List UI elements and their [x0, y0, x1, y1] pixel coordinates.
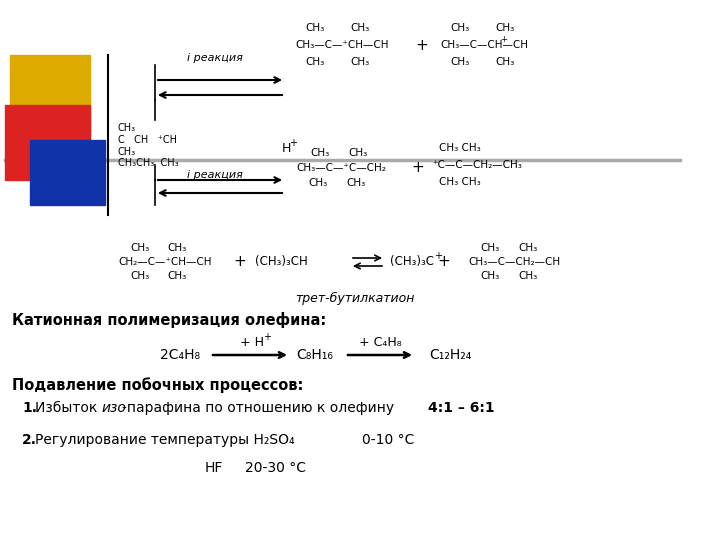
Text: CH₃—C—⁺C—CH₂: CH₃—C—⁺C—CH₂ [296, 163, 386, 173]
Text: (CH₃)₃C: (CH₃)₃C [390, 255, 434, 268]
Text: CH₃: CH₃ [451, 23, 469, 33]
Text: 1.: 1. [22, 401, 37, 415]
Text: +: + [415, 37, 428, 52]
Text: i реакция: i реакция [187, 53, 243, 63]
Text: + C₄H₈: + C₄H₈ [359, 335, 401, 348]
Text: CH₃—C—⁺CH—CH: CH₃—C—⁺CH—CH [295, 40, 389, 50]
Text: HF: HF [205, 461, 223, 475]
Text: CH₃ CH₃: CH₃ CH₃ [439, 143, 481, 153]
Text: Катионная полимеризация олефина:: Катионная полимеризация олефина: [12, 312, 326, 328]
Text: CH₃: CH₃ [310, 148, 330, 158]
Text: CH₃: CH₃ [351, 57, 369, 67]
Text: -парафина по отношению к олефину: -парафина по отношению к олефину [122, 401, 394, 415]
Text: i реакция: i реакция [187, 170, 243, 180]
Text: CH₃: CH₃ [167, 271, 186, 281]
Text: 2C₄H₈: 2C₄H₈ [160, 348, 200, 362]
Bar [5, 105, 90, 180]
Bar [10, 55, 90, 135]
Text: 2.: 2. [22, 433, 37, 447]
Text: CH₃: CH₃ [167, 243, 186, 253]
Text: CH₃: CH₃ [351, 23, 369, 33]
Text: CH₃—C—CH₂—CH: CH₃—C—CH₂—CH [468, 257, 560, 267]
Text: CH₃: CH₃ [480, 243, 500, 253]
Text: Регулирование температуры H₂SO₄: Регулирование температуры H₂SO₄ [35, 433, 294, 447]
Text: трет-бутилкатион: трет-бутилкатион [295, 292, 415, 305]
Text: +: + [289, 138, 297, 148]
Text: CH₃: CH₃ [308, 178, 328, 188]
Text: C₈H₁₆: C₈H₁₆ [297, 348, 333, 362]
Text: CH₃: CH₃ [495, 23, 515, 33]
Text: 0-10 °C: 0-10 °C [362, 433, 415, 447]
Text: CH₃: CH₃ [305, 23, 325, 33]
Text: H: H [282, 141, 291, 154]
Text: ⁺C—C—CH₂—CH₃: ⁺C—C—CH₂—CH₃ [432, 160, 522, 170]
Text: + H: + H [240, 335, 264, 348]
Text: CH₃: CH₃ [118, 123, 136, 133]
Text: +: + [233, 254, 246, 269]
Text: изо: изо [101, 401, 126, 415]
Text: C₁₂H₂₄: C₁₂H₂₄ [429, 348, 471, 362]
Bar [30, 140, 105, 205]
Text: 20-30 °C: 20-30 °C [245, 461, 306, 475]
Text: CH₃: CH₃ [305, 57, 325, 67]
Text: CH₃: CH₃ [495, 57, 515, 67]
Text: +: + [438, 254, 451, 269]
Text: +: + [263, 332, 271, 342]
Text: (CH₃)₃CH: (CH₃)₃CH [255, 255, 307, 268]
Text: CH₃: CH₃ [130, 271, 150, 281]
Text: CH₃: CH₃ [451, 57, 469, 67]
Text: CH₃: CH₃ [130, 243, 150, 253]
Text: CH₂—C—⁺CH—CH: CH₂—C—⁺CH—CH [118, 257, 212, 267]
Text: +: + [434, 251, 442, 261]
Text: CH₃: CH₃ [118, 147, 136, 157]
Text: +: + [412, 160, 424, 176]
Text: CH₃: CH₃ [480, 271, 500, 281]
Text: CH₃CH₃  CH₃: CH₃CH₃ CH₃ [118, 158, 179, 168]
Text: CH₃: CH₃ [346, 178, 366, 188]
Text: Избыток: Избыток [35, 401, 102, 415]
Text: CH₃: CH₃ [518, 271, 538, 281]
Text: CH₃: CH₃ [348, 148, 368, 158]
Text: CH₃ CH₃: CH₃ CH₃ [439, 177, 481, 187]
Text: 4:1 – 6:1: 4:1 – 6:1 [428, 401, 495, 415]
Text: C   CH   ⁺CH: C CH ⁺CH [118, 135, 177, 145]
Text: CH₃—C—CH—CH: CH₃—C—CH—CH [440, 40, 528, 50]
Text: Подавление побочных процессов:: Подавление побочных процессов: [12, 377, 303, 393]
Text: CH₃: CH₃ [518, 243, 538, 253]
Text: +: + [500, 36, 507, 44]
